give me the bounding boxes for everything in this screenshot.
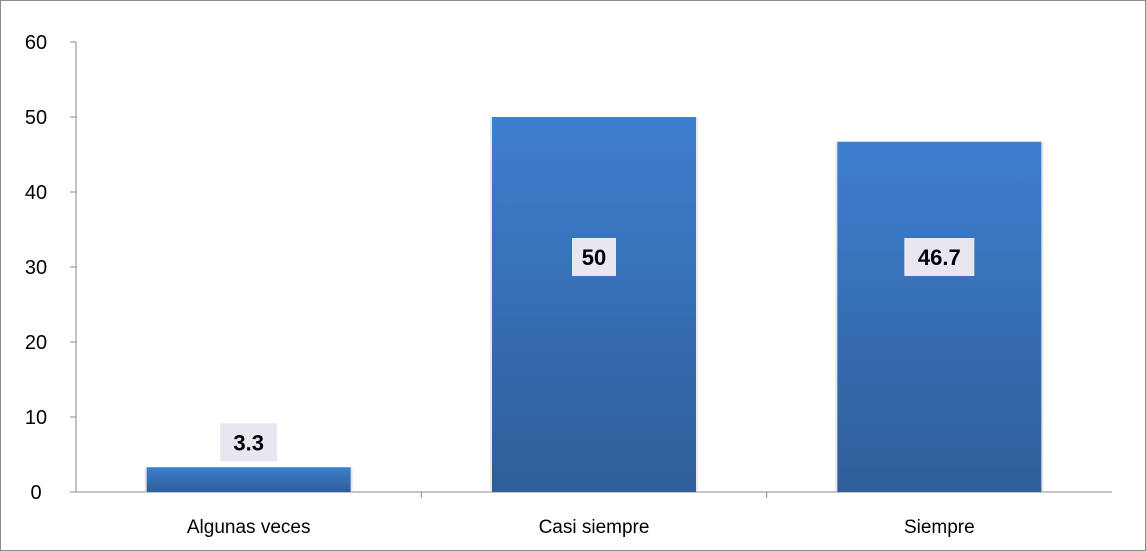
y-tick-label: 20 [25, 332, 47, 354]
data-label-box [572, 238, 616, 276]
data-label-value: 50 [582, 245, 606, 270]
bar-siempre [837, 141, 1042, 492]
y-tick-label: 50 [25, 107, 47, 129]
data-label: 3.3 [220, 423, 278, 462]
y-tick-label: 30 [25, 257, 47, 279]
data-label-box [220, 423, 278, 462]
data-label-box [904, 238, 975, 276]
data-label-value: 46.7 [918, 245, 961, 270]
y-tick-label: 0 [30, 482, 41, 504]
data-label: 50 [572, 238, 616, 276]
bar-casi-siempre [492, 117, 696, 492]
x-tick-label: Siempre [904, 517, 975, 538]
y-tick-label: 60 [25, 32, 47, 54]
data-label-value: 3.3 [233, 430, 264, 455]
data-label: 46.7 [904, 238, 975, 276]
y-tick-label: 10 [25, 407, 47, 429]
bar-algunas-veces [146, 467, 351, 492]
y-tick-label: 40 [25, 182, 47, 204]
x-tick-label: Casi siempre [539, 517, 650, 538]
x-tick-label: Algunas veces [187, 517, 311, 538]
